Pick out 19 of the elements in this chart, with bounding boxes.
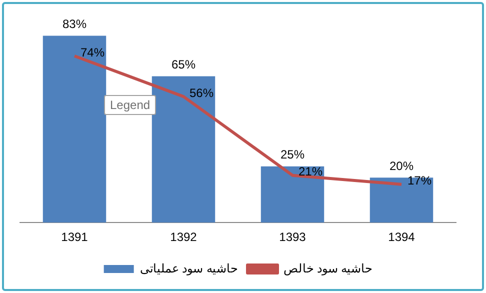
data-label: 74% xyxy=(80,45,105,60)
data-label: 56% xyxy=(190,86,214,100)
bar xyxy=(42,36,106,223)
data-label: 17% xyxy=(408,174,432,188)
annotation: Legend xyxy=(104,95,156,115)
data-label: 25% xyxy=(280,148,305,162)
data-label: 21% xyxy=(298,164,323,179)
bar xyxy=(152,76,216,223)
data-label: 65% xyxy=(171,58,196,72)
legend-label: حاشیه سود عملیاتی xyxy=(140,261,238,276)
data-label: 83% xyxy=(62,17,87,32)
bar xyxy=(370,178,434,223)
x-tick-label: 1393 xyxy=(279,230,306,244)
legend-label: حاشیه سود خالص xyxy=(284,261,372,276)
x-tick-label: 1391 xyxy=(61,230,88,244)
bar xyxy=(260,166,324,223)
x-tick-label: 1394 xyxy=(388,230,416,244)
data-label: 20% xyxy=(389,158,414,173)
x-tick-label: 1392 xyxy=(170,230,198,244)
